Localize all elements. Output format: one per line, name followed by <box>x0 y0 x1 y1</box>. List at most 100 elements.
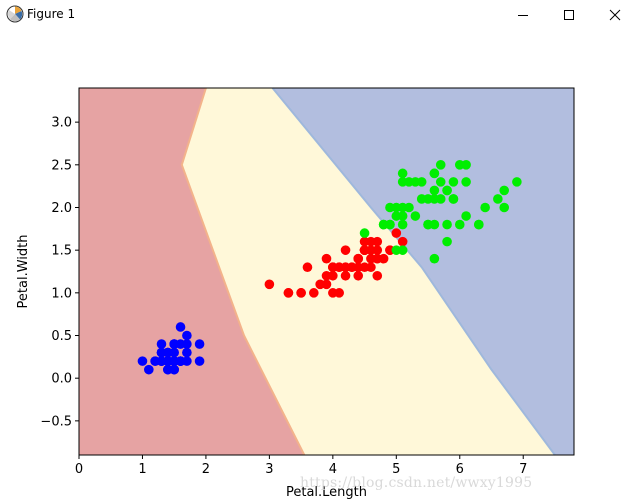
data-point <box>435 177 446 187</box>
data-point <box>340 270 351 281</box>
data-point <box>461 160 471 170</box>
data-point <box>353 253 364 264</box>
data-point <box>372 245 383 255</box>
data-point <box>359 228 370 238</box>
data-point <box>169 339 179 349</box>
y-axis-ticks: −0.5 0.0 0.5 1.0 1.5 2.0 2.5 3.0 <box>40 116 79 429</box>
data-point <box>442 236 452 247</box>
data-point <box>404 202 414 213</box>
matplotlib-figure-icon <box>6 5 24 23</box>
data-point <box>378 219 389 230</box>
region-boundary-0 <box>180 87 306 456</box>
data-point <box>366 236 376 247</box>
data-point <box>309 288 319 298</box>
figure-canvas: 0 1 2 3 4 5 6 7 −0.5 0.0 0.5 1.0 1.5 2.0 2.5 3.0 Petal… <box>0 30 638 502</box>
data-point <box>194 356 205 366</box>
data-point <box>163 347 173 358</box>
y-tick-label: 2.5 <box>51 158 72 173</box>
x-tick-label: 5 <box>392 462 400 477</box>
data-point <box>435 160 446 170</box>
close-icon <box>609 9 621 21</box>
data-point <box>448 177 459 187</box>
data-point <box>182 347 192 358</box>
data-point <box>302 262 313 273</box>
data-point <box>391 228 402 238</box>
data-point <box>493 194 503 204</box>
y-tick-label: 1.0 <box>51 286 72 301</box>
x-tick-label: 4 <box>329 462 337 477</box>
data-point <box>372 270 383 281</box>
data-point <box>347 262 357 273</box>
close-button[interactable] <box>592 0 638 30</box>
data-point <box>454 219 465 230</box>
x-tick-label: 1 <box>138 462 146 477</box>
data-point <box>144 364 154 375</box>
data-point <box>283 288 294 298</box>
y-tick-label: 0.0 <box>51 372 72 387</box>
data-point <box>442 185 452 196</box>
x-tick-label: 6 <box>456 462 464 477</box>
window-title: Figure 1 <box>27 7 76 21</box>
decision-regions <box>79 87 574 456</box>
axes-frame <box>78 87 575 456</box>
region-boundary-1 <box>271 87 556 456</box>
y-axis-label: Petal.Width <box>16 235 31 309</box>
y-tick-label: 3.0 <box>51 116 72 131</box>
x-tick-label: 3 <box>265 462 273 477</box>
data-point <box>442 219 452 230</box>
data-point <box>410 211 421 221</box>
y-tick-label: 0.5 <box>51 329 72 344</box>
decision-region-1 <box>181 88 555 455</box>
y-tick-label: 1.5 <box>51 244 72 259</box>
minimize-icon <box>518 15 528 16</box>
decision-region-2 <box>272 88 574 455</box>
x-tick-label: 7 <box>519 462 527 477</box>
maximize-icon <box>564 10 574 20</box>
data-point <box>334 288 344 298</box>
data-point <box>137 356 148 366</box>
data-point <box>175 322 186 332</box>
data-point <box>163 364 173 375</box>
data-point <box>315 279 325 290</box>
data-point <box>429 185 440 196</box>
data-point <box>163 356 173 366</box>
data-point <box>366 253 376 264</box>
watermark: https://blog.csdn.net/wwxy1995 <box>300 475 533 491</box>
data-point <box>499 185 509 196</box>
data-point <box>397 245 408 255</box>
data-point <box>296 288 306 298</box>
data-point <box>385 202 395 213</box>
window-titlebar: Figure 1 <box>0 0 638 30</box>
x-axis-label: Petal.Length <box>286 485 367 500</box>
data-point <box>378 253 389 264</box>
data-point <box>512 177 522 187</box>
data-point <box>429 194 440 204</box>
data-point <box>423 219 433 230</box>
data-point <box>416 177 427 187</box>
data-point <box>461 211 471 221</box>
data-point <box>397 219 408 230</box>
y-tick-label: 2.0 <box>51 201 72 216</box>
data-point <box>353 270 364 281</box>
data-point <box>156 339 167 349</box>
data-point <box>499 202 509 213</box>
minimize-button[interactable] <box>500 0 546 30</box>
data-point <box>416 194 427 204</box>
data-point <box>480 202 490 213</box>
x-tick-label: 2 <box>202 462 210 477</box>
data-point <box>429 168 440 179</box>
data-point <box>448 194 459 204</box>
data-point <box>328 270 338 281</box>
data-point <box>340 245 351 255</box>
data-point <box>321 253 332 264</box>
data-points <box>137 160 522 375</box>
data-point <box>182 330 192 341</box>
data-point <box>474 219 484 230</box>
data-point <box>334 262 344 273</box>
decision-region-0 <box>79 88 305 455</box>
x-axis-ticks: 0 1 2 3 4 5 6 7 <box>75 455 527 477</box>
data-point <box>429 253 440 264</box>
data-point <box>194 339 205 349</box>
maximize-button[interactable] <box>546 0 592 30</box>
data-point <box>359 245 370 255</box>
